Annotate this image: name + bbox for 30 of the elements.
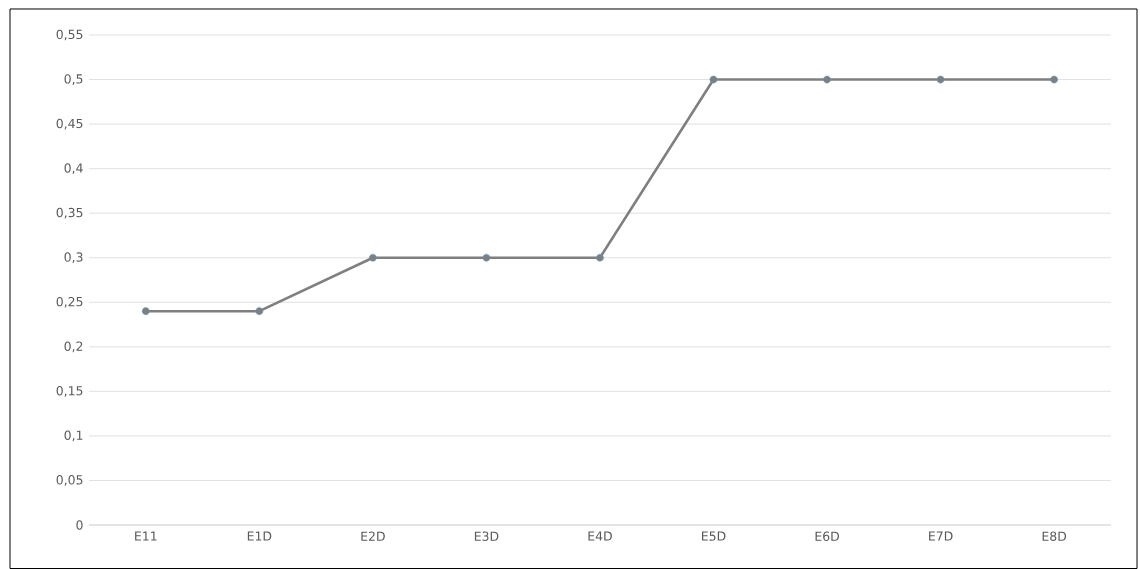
point [596,253,604,262]
x-tick-label: E8D [1042,531,1067,541]
point [369,253,377,262]
y-tick-label: 0,3 [64,252,83,264]
point [936,75,945,84]
point [255,307,264,316]
point [482,253,491,262]
point [709,75,718,84]
y-tick-label: 0,1 [64,430,83,442]
y-tick-label: 0,35 [56,207,83,219]
y-tick-label: 0,15 [56,386,83,397]
y-tick-label: 0,25 [56,296,83,308]
x-tick-label: E11 [135,531,157,541]
x-tick-label: E4D [588,531,612,541]
x-tick-label: E6D [815,531,839,541]
x-tick-label: E3D [474,531,499,541]
point [1050,75,1058,84]
y-tick-label: 0,2 [64,341,83,353]
y-tick-label: 0,4 [64,163,83,174]
y-tick-label: 0,05 [56,475,83,486]
point [141,307,150,316]
y-tick-label: 0,5 [64,74,83,85]
point [823,75,831,84]
y-tick-label: 0,55 [56,29,83,41]
y-tick-label: 0,45 [56,118,83,130]
x-tick-label: E2D [361,531,385,541]
x-tick-label: E7D [929,531,953,541]
y-tick-label: 0 [76,520,83,530]
x-tick-label: E1D [247,531,272,541]
x-tick-label: E5D [702,531,726,541]
